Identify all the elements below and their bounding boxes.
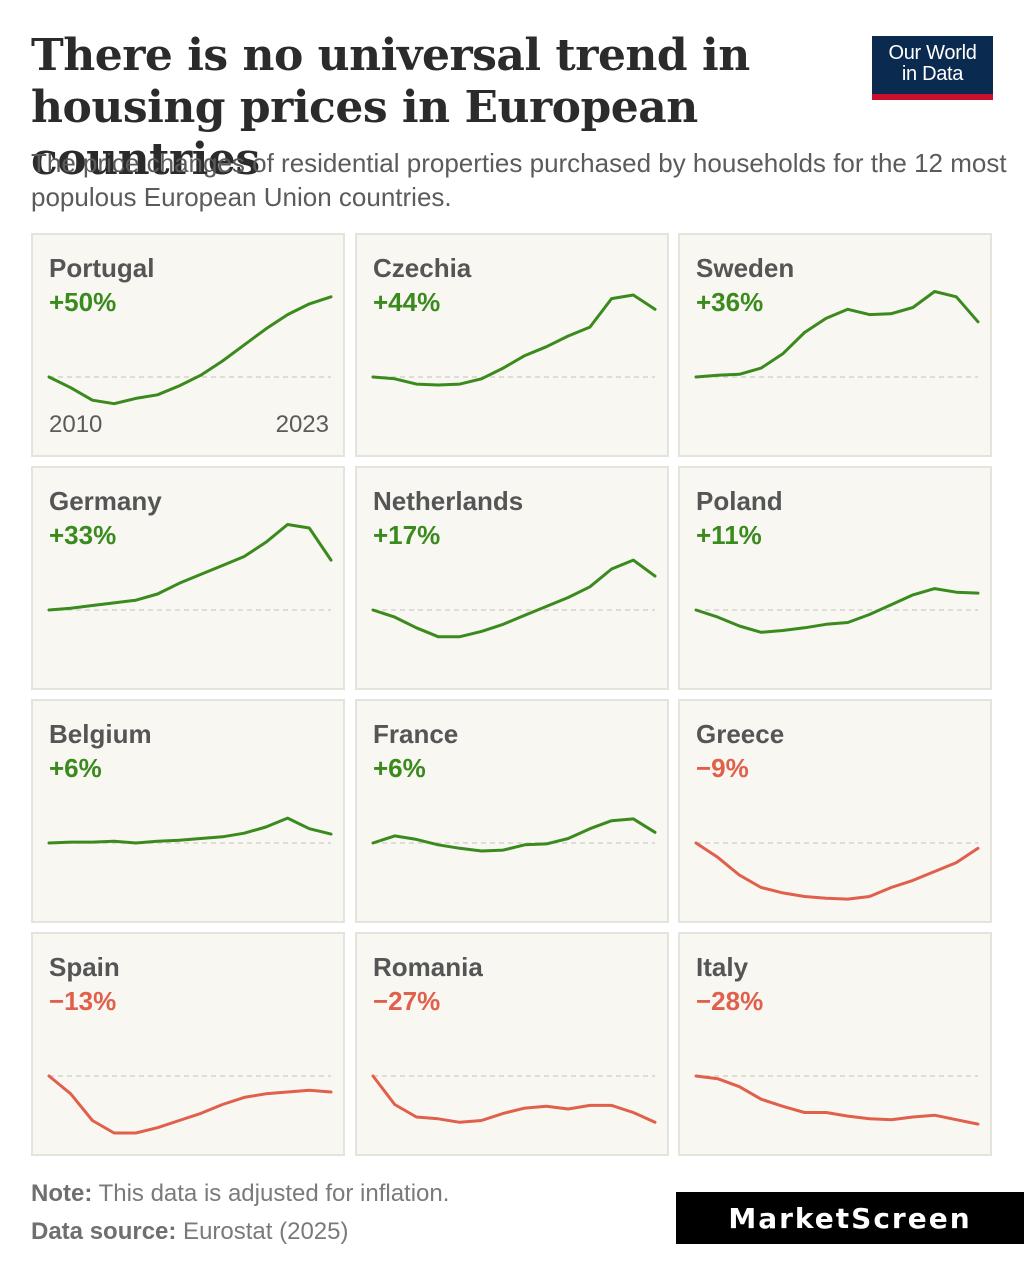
note-label: Note: (31, 1180, 93, 1207)
price-change-label: +44% (373, 287, 441, 317)
series-line (694, 841, 980, 901)
source-label: Data source: (31, 1218, 177, 1245)
logo-line-2: in Data (901, 63, 964, 85)
panel-netherlands: Netherlands +17% (355, 466, 669, 690)
country-name: Poland (696, 486, 783, 516)
series-line (371, 293, 657, 387)
price-change-label: +33% (49, 520, 117, 550)
panel-france: France +6% (355, 699, 669, 923)
panel-czechia: Czechia +44% (355, 233, 669, 457)
chart-title: There is no universal trend in housing p… (31, 30, 750, 185)
price-change-label: −9% (696, 753, 749, 783)
country-name: Romania (373, 952, 483, 982)
price-change-label: −13% (49, 986, 117, 1016)
owid-logo[interactable]: Our World in Data (872, 36, 993, 100)
country-name: Spain (49, 952, 120, 982)
price-change-label: +6% (373, 753, 426, 783)
panel-portugal: Portugal +50% 2010 2023 (31, 233, 345, 457)
sparkline-czechia (371, 293, 657, 387)
sparkline-romania (371, 1074, 657, 1124)
series-line (694, 587, 980, 634)
panel-italy: Italy −28% (678, 932, 992, 1156)
series-line (47, 523, 333, 612)
sparkline-italy (694, 1074, 980, 1126)
series-line (47, 1074, 333, 1135)
data-source: Data source: Eurostat (2025) (31, 1218, 348, 1246)
sparkline-germany (47, 523, 333, 612)
series-line (371, 1074, 657, 1124)
price-change-label: −28% (696, 986, 764, 1016)
series-line (694, 1074, 980, 1126)
sparkline-portugal (47, 295, 333, 406)
panel-poland: Poland +11% (678, 466, 992, 690)
panel-sweden: Sweden +36% (678, 233, 992, 457)
panel-spain: Spain −13% (31, 932, 345, 1156)
country-name: Germany (49, 486, 162, 516)
price-change-label: +36% (696, 287, 764, 317)
country-name: France (373, 719, 459, 749)
price-change-label: −27% (373, 986, 441, 1016)
series-line (371, 558, 657, 639)
panel-germany: Germany +33% (31, 466, 345, 690)
country-name: Italy (696, 952, 749, 982)
note: Note: This data is adjusted for inflatio… (31, 1180, 449, 1208)
price-change-label: +11% (696, 520, 762, 550)
price-change-label: +6% (49, 753, 102, 783)
country-name: Czechia (373, 253, 472, 283)
price-change-label: +17% (373, 520, 441, 550)
sparkline-france (371, 817, 657, 853)
sparkline-sweden (694, 290, 980, 379)
logo-line-1: Our World (888, 42, 977, 64)
series-line (694, 290, 980, 379)
panel-greece: Greece −9% (678, 699, 992, 923)
x-axis-start-label: 2010 (49, 411, 103, 438)
country-name: Portugal (49, 253, 155, 283)
country-name: Sweden (696, 253, 795, 283)
source-text: Eurostat (2025) (176, 1218, 349, 1245)
sparkline-greece (694, 841, 980, 901)
marketscreen-brand: MarketScreen (676, 1192, 1024, 1244)
country-name: Netherlands (373, 486, 524, 516)
note-text: This data is adjusted for inflation. (92, 1180, 450, 1207)
price-change-label: +50% (49, 287, 117, 317)
sparkline-poland (694, 587, 980, 634)
x-axis-end-label: 2023 (275, 411, 329, 438)
sparkline-spain (47, 1074, 333, 1135)
chart-subtitle: The price changes of residential propert… (31, 148, 1007, 212)
sparkline-netherlands (371, 558, 657, 639)
series-line (371, 817, 657, 853)
country-name: Belgium (49, 719, 152, 749)
series-line (47, 295, 333, 406)
series-line (47, 816, 333, 845)
country-name: Greece (696, 719, 785, 749)
panel-belgium: Belgium +6% (31, 699, 345, 923)
panel-romania: Romania −27% (355, 932, 669, 1156)
sparkline-belgium (47, 816, 333, 845)
